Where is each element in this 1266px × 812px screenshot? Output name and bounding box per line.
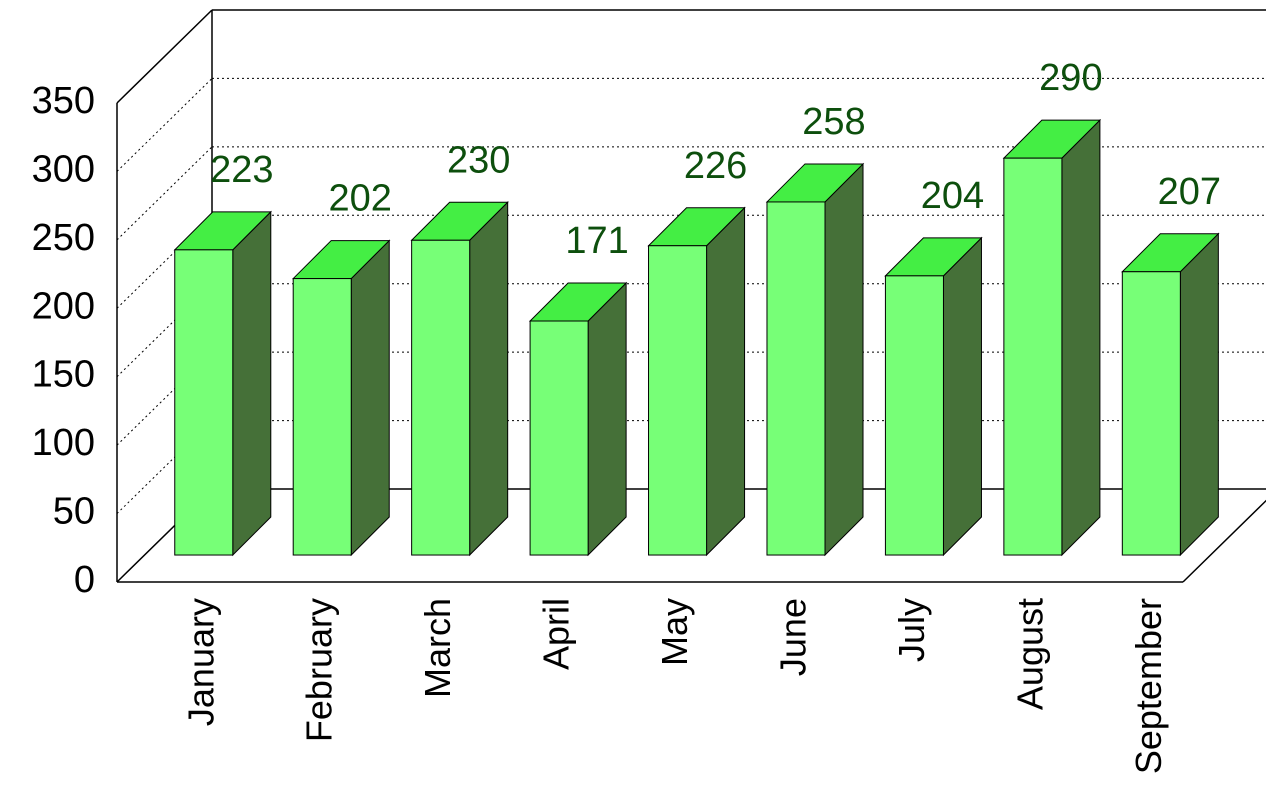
bar <box>766 201 826 556</box>
bar-side <box>232 210 272 557</box>
bar <box>411 239 471 556</box>
bar-side <box>587 281 627 557</box>
x-tick-label: September <box>1128 598 1169 774</box>
y-tick-label: 0 <box>74 559 95 601</box>
value-label: 226 <box>684 145 747 187</box>
bar <box>1003 157 1063 556</box>
value-label: 171 <box>565 220 628 262</box>
y-tick-label: 50 <box>53 491 95 533</box>
bar-side <box>350 239 390 557</box>
grid-line <box>116 78 213 172</box>
bar <box>292 278 352 556</box>
bar <box>884 275 944 556</box>
x-tick-label: January <box>180 598 221 726</box>
x-tick-label: March <box>417 598 458 698</box>
bar-side <box>1179 232 1219 557</box>
value-label: 204 <box>921 175 984 217</box>
value-label: 258 <box>802 101 865 143</box>
y-tick-label: 350 <box>32 80 95 122</box>
x-tick-label: August <box>1009 598 1050 710</box>
value-label: 230 <box>447 139 510 181</box>
x-tick-label: February <box>299 598 340 742</box>
y-tick-label: 200 <box>32 285 95 327</box>
x-tick-label: April <box>536 598 577 670</box>
left-wall-top-edge <box>116 9 213 104</box>
bar-side <box>942 236 982 557</box>
bar-side <box>1061 118 1101 557</box>
bar <box>648 245 708 556</box>
bar <box>529 320 589 556</box>
y-tick-label: 250 <box>32 217 95 259</box>
x-tick-label: May <box>654 598 695 666</box>
bar <box>174 249 234 556</box>
y-tick-label: 150 <box>32 354 95 396</box>
value-label: 223 <box>210 149 273 191</box>
value-label: 290 <box>1039 57 1102 99</box>
y-tick-label: 100 <box>32 422 95 464</box>
bar-side <box>706 206 746 557</box>
x-tick-label: June <box>773 598 814 676</box>
bar-side <box>824 162 864 557</box>
floor-right-edge <box>1182 499 1266 583</box>
bar-side <box>469 201 509 557</box>
bar <box>1121 271 1181 556</box>
x-tick-label: July <box>891 598 932 662</box>
y-tick-label: 300 <box>32 148 95 190</box>
grid-line <box>116 146 213 241</box>
value-label: 207 <box>1158 171 1221 213</box>
value-label: 202 <box>329 178 392 220</box>
